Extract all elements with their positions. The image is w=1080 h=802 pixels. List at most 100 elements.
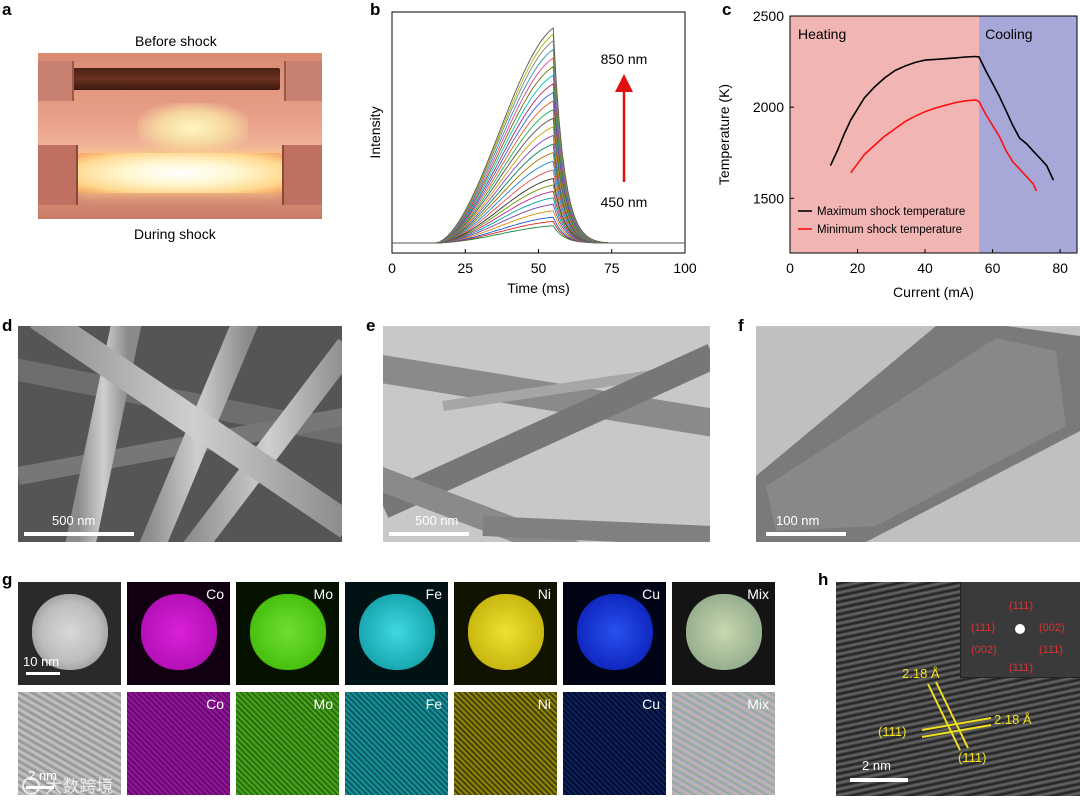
- chart-b-arrow-top-label: 850 nm: [601, 51, 648, 67]
- map-tile-top-mo: Mo: [236, 582, 339, 685]
- chart-c-legend-label: Minimum shock temperature: [817, 224, 962, 236]
- tile-label-bottom-mix: Mix: [747, 696, 769, 712]
- scale-label-f: 100 nm: [776, 513, 820, 528]
- chart-b-arrow-head: [615, 74, 633, 92]
- chart-c-xlabel: Current (mA): [893, 284, 974, 300]
- chart-c-ylabel: Temperature (K): [716, 84, 732, 185]
- tile-label-top-co: Co: [206, 586, 224, 602]
- scale-bar-d: [24, 532, 134, 536]
- map-tile-top-fe: Fe: [345, 582, 448, 685]
- panel-label-a: a: [2, 0, 12, 19]
- lattice-markers: [921, 681, 992, 751]
- map-tile-bottom-cu: Cu: [563, 692, 666, 795]
- d-spacing-right: 2.18 Å: [994, 712, 1032, 727]
- map-tile-bottom-co: Co: [127, 692, 230, 795]
- scale-bar-g: [26, 672, 60, 675]
- chart-c-cooling-label: Cooling: [985, 26, 1032, 42]
- sem-image-nanofibers: 500 nm: [18, 326, 342, 542]
- fft-center-spot: [1015, 624, 1025, 634]
- right-clamp-top: [284, 61, 322, 101]
- chart-b-series-line: [392, 40, 685, 244]
- plane-left: (111): [878, 724, 907, 739]
- map-tile-bottom-ni: Ni: [454, 692, 557, 795]
- tile-label-top-mo: Mo: [313, 586, 333, 602]
- scale-bar-h: [850, 778, 908, 782]
- chart-b-series-line: [392, 221, 685, 244]
- chart-c-series-line: [829, 55, 1055, 181]
- fft-inset: (111) (111) (002) (002) (111) (111): [960, 582, 1080, 678]
- left-clamp-bottom: [38, 145, 78, 205]
- chart-b-series-line: [392, 216, 685, 244]
- tile-label-bottom-cu: Cu: [642, 696, 660, 712]
- chart-b-xtick-label: 0: [388, 260, 396, 276]
- watermark-logo-icon: [22, 777, 40, 795]
- chart-b-series-line: [392, 48, 685, 244]
- chart-c-ytick-label: 2000: [753, 99, 784, 115]
- chart-b-series-line: [392, 65, 685, 244]
- scale-bar-f: [766, 532, 846, 536]
- panel-label-c: c: [722, 0, 732, 19]
- reflection-glow: [138, 103, 248, 153]
- particle-ni: [468, 594, 544, 670]
- right-clamp-bottom: [282, 145, 322, 205]
- map-tile-bottom-mo: Mo: [236, 692, 339, 795]
- scale-label-g: 10 nm: [23, 654, 60, 669]
- particle-cu: [577, 594, 653, 670]
- fft-label-right-bottom: (111): [1039, 644, 1064, 656]
- chart-b-intensity: 0 25 50 75 100 Time (ms) Intensity 850 nm 450 nm: [367, 11, 697, 296]
- hrtem-image: (111) (111) (002) (002) (111) (111) 2.18…: [836, 582, 1080, 796]
- chart-c-series-line: [850, 99, 1038, 192]
- chart-c-ytick-label: 2500: [753, 10, 784, 24]
- chart-b-series-line: [392, 117, 685, 244]
- tile-label-bottom-co: Co: [206, 696, 224, 712]
- chart-b-series-line: [392, 100, 685, 244]
- left-clamp-top: [38, 61, 74, 101]
- particle-gray: [32, 594, 108, 670]
- panel-label-f: f: [738, 316, 744, 335]
- watermark-text: 大数跨境: [45, 777, 114, 797]
- particle-mix: [686, 594, 762, 670]
- sample-ribbon-before: [72, 68, 280, 90]
- tile-label-top-ni: Ni: [537, 586, 551, 602]
- tile-label-bottom-mo: Mo: [313, 696, 333, 712]
- scale-label-d: 500 nm: [52, 513, 96, 528]
- chart-b-series-line: [392, 57, 685, 244]
- plane-bottom: (111): [958, 750, 987, 765]
- watermark: 大数跨境: [22, 772, 113, 797]
- tem-image-nanofiber-high: 100 nm: [756, 326, 1080, 542]
- caption-during-shock: During shock: [134, 226, 216, 242]
- chart-c-heating-region: [790, 16, 980, 253]
- fft-label-bottom: (111): [1009, 662, 1034, 674]
- map-tile-top-cu: Cu: [563, 582, 666, 685]
- tile-label-bottom-ni: Ni: [537, 696, 551, 712]
- chart-c-heating-label: Heating: [798, 26, 846, 42]
- map-tile-bottom-fe: Fe: [345, 692, 448, 795]
- scale-bar-e: [389, 532, 469, 536]
- chart-c-frame: [789, 15, 1078, 254]
- chart-c-ytick-label: 1500: [753, 190, 784, 206]
- chart-c-xtick-label: 0: [786, 260, 794, 276]
- tile-label-top-mix: Mix: [747, 586, 769, 602]
- panel-label-b: b: [370, 0, 381, 19]
- chart-c-legend-label: Maximum shock temperature: [817, 206, 965, 218]
- tile-label-top-cu: Cu: [642, 586, 660, 602]
- chart-b-series-line: [392, 225, 685, 244]
- chart-b-series-line: [392, 177, 685, 244]
- particle-mo: [250, 594, 326, 670]
- tem-fibers-e: [383, 326, 710, 542]
- panel-label-g: g: [2, 570, 13, 589]
- chart-b-frame: [391, 11, 686, 254]
- particle-fe: [359, 594, 435, 670]
- tem-image-nanofibers-low: 500 nm: [383, 326, 710, 542]
- scale-label-e: 500 nm: [415, 513, 459, 528]
- chart-c-xtick-label: 20: [850, 260, 866, 276]
- chart-b-xtick-label: 100: [673, 260, 697, 276]
- caption-before-shock: Before shock: [135, 33, 217, 49]
- scale-label-h: 2 nm: [862, 758, 891, 773]
- panel-label-d: d: [2, 316, 13, 335]
- chart-c-xtick-label: 60: [985, 260, 1001, 276]
- chart-c-temperature: Heating Cooling Maximum shock temperature M…: [716, 10, 1078, 300]
- tile-label-bottom-fe: Fe: [425, 696, 442, 712]
- map-tile-bottom-mix: Mix: [672, 692, 775, 795]
- chart-b-xtick-label: 75: [604, 260, 620, 276]
